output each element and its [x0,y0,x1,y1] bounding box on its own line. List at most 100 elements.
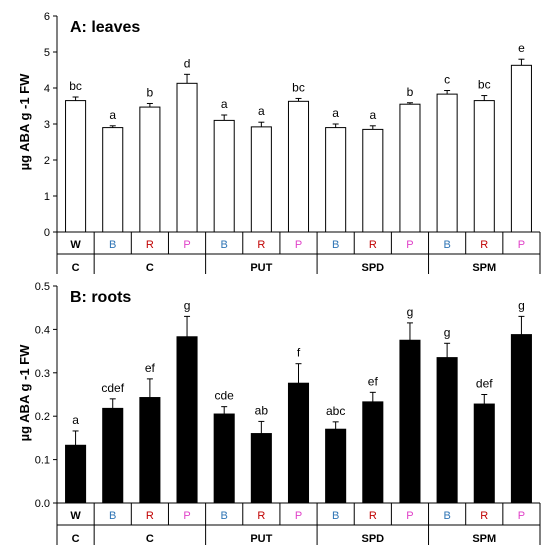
bar [213,413,235,504]
group-label: PUT [250,262,272,274]
panel-leaves-title: A: leaves [70,19,140,36]
group-label: C [72,533,80,545]
x-category-label: R [146,239,154,251]
group-label: C [146,262,154,274]
y-tick-label: 5 [44,47,50,59]
bar [325,127,347,233]
significance-letter: a [332,106,339,120]
significance-letter: a [221,97,228,111]
panel-leaves-plot: 0 1 2 3 4 5 6 C C PUT SPD SPM bc Wa Bb Rd Pa Ba Rbc Pa Ba Rb P… [44,11,541,274]
y-tick-label: 0 [44,227,50,239]
y-tick-label: 0.5 [35,281,50,293]
bar [139,106,161,233]
significance-letter: def [476,377,493,391]
bar [213,119,235,233]
bar [399,339,421,504]
significance-letter: g [444,325,451,339]
bar [436,93,458,233]
x-category-label: P [183,510,190,522]
significance-letter: a [258,104,265,118]
y-tick-label: 0.4 [35,324,50,336]
significance-letter: bc [69,79,82,93]
panel-leaves: A: leaves µg ABA g -1 FW 0 1 2 3 4 5 6 C C PUT SPD… [17,11,541,274]
bar [287,100,310,233]
bar [250,433,272,504]
group-label: C [146,533,154,545]
x-category-label: R [146,510,154,522]
bar [102,407,124,504]
y-tick-label: 0.1 [35,455,50,467]
significance-letter: f [297,346,301,360]
group-label: PUT [250,533,272,545]
group-label: SPM [472,533,496,545]
x-category-label: R [369,239,377,251]
x-category-label: B [443,239,450,251]
bar [176,82,198,233]
y-tick-label: 0.3 [35,368,50,380]
x-category-label: P [295,510,302,522]
panel-leaves-ylabel: µg ABA g -1 FW [17,73,32,171]
bar [436,357,458,504]
x-category-label: P [295,239,302,251]
significance-letter: ef [368,374,379,388]
x-category-label: B [221,239,228,251]
bar [139,397,161,504]
significance-letter: cdef [101,381,124,395]
bar [473,403,495,504]
significance-letter: bc [478,78,491,92]
significance-letter: bc [292,80,305,94]
significance-letter: abc [326,404,345,418]
x-category-label: B [221,510,228,522]
x-category-label: P [406,239,413,251]
y-tick-label: 0.0 [35,498,50,510]
group-label: SPD [361,533,384,545]
group-label: SPD [361,262,384,274]
x-category-label: R [257,510,265,522]
bar [250,126,272,233]
x-category-label: B [109,239,116,251]
group-label: C [72,262,80,274]
x-category-label: R [480,510,488,522]
panel-roots-title: B: roots [70,289,131,306]
x-category-label: B [332,510,339,522]
significance-letter: cde [215,389,235,403]
bar [102,127,124,233]
x-category-label: B [332,239,339,251]
panel-roots: B: roots µg ABA g -1 FW 0.0 0.1 0.2 0.3 0.4 0… [17,281,541,545]
significance-letter: b [147,85,154,99]
significance-letter: b [407,85,414,99]
x-category-label: W [70,510,81,522]
panel-roots-ylabel: µg ABA g -1 FW [17,344,32,442]
bar [65,444,87,504]
y-tick-label: 4 [44,83,50,95]
significance-letter: e [518,41,525,55]
x-category-label: P [518,239,525,251]
significance-letter: d [184,56,191,70]
x-category-label: B [443,510,450,522]
bar [473,100,495,233]
group-label: SPM [472,262,496,274]
panel-roots-plot: 0.00.10.20.30.40.5C C PUT SPD SPMaWcdefBefRg… [35,281,541,545]
y-tick-label: 1 [44,191,50,203]
x-category-label: R [369,510,377,522]
y-tick-label: 6 [44,11,50,23]
significance-letter: a [109,108,116,122]
significance-letter: g [518,298,525,312]
bar [325,428,347,504]
x-category-label: R [257,239,265,251]
x-category-label: P [406,510,413,522]
y-tick-label: 0.2 [35,411,50,423]
bar [362,128,384,233]
significance-letter: g [407,305,414,319]
significance-letter: ef [145,361,156,375]
x-category-label: W [70,239,81,251]
bar [65,100,87,233]
x-category-label: R [480,239,488,251]
significance-letter: a [72,413,79,427]
significance-letter: g [184,298,191,312]
x-category-label: P [183,239,190,251]
bar [510,334,532,504]
y-tick-label: 2 [44,155,50,167]
x-category-label: P [518,510,525,522]
